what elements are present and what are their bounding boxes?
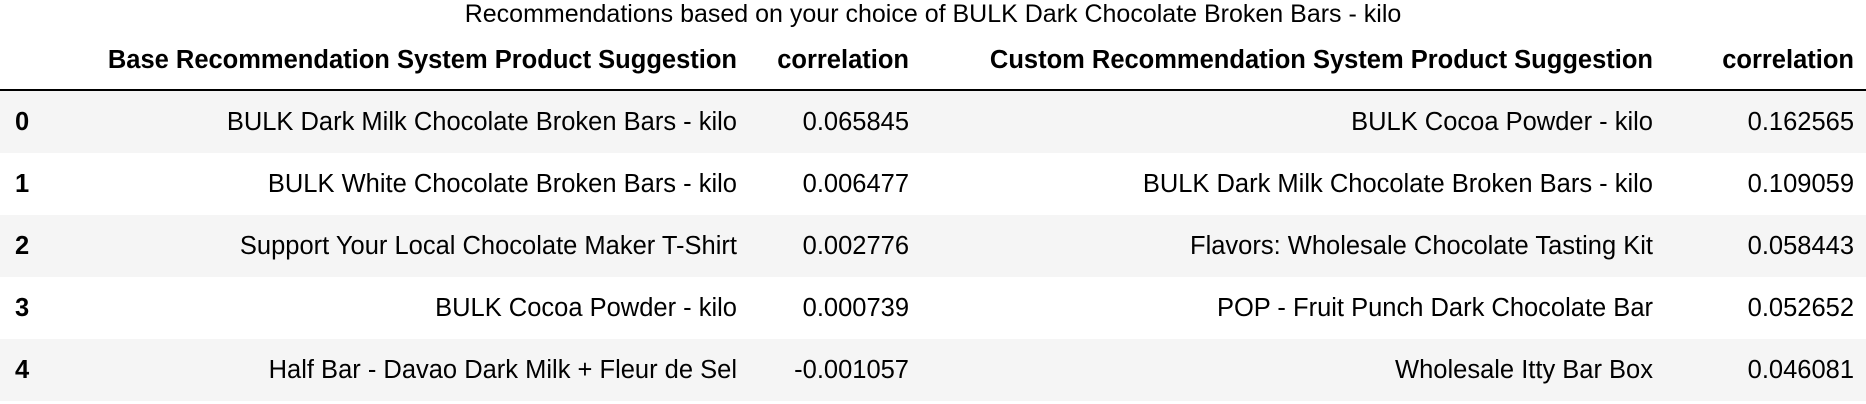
base-correlation-cell: 0.000739: [802, 293, 909, 322]
base-correlation-cell: 0.002776: [802, 231, 909, 260]
base-suggestion-header: Base Recommendation System Product Sugge…: [45, 31, 750, 91]
table-row: 4 Half Bar - Davao Dark Milk + Fleur de …: [0, 339, 1866, 401]
table-row: 1 BULK White Chocolate Broken Bars - kil…: [0, 153, 1866, 215]
table-header-row: Base Recommendation System Product Sugge…: [0, 31, 1866, 91]
table-row: 3 BULK Cocoa Powder - kilo 0.000739 POP …: [0, 277, 1866, 339]
table-caption: Recommendations based on your choice of …: [464, 0, 1402, 28]
base-suggestion-cell: Support Your Local Chocolate Maker T-Shi…: [239, 231, 737, 260]
base-suggestion-cell: Half Bar - Davao Dark Milk + Fleur de Se…: [268, 355, 737, 384]
base-suggestion-cell: BULK Cocoa Powder - kilo: [435, 293, 737, 322]
custom-correlation-cell: 0.162565: [1747, 107, 1854, 136]
row-index: 1: [15, 169, 30, 198]
index-header: [0, 31, 45, 91]
row-index: 0: [15, 107, 30, 136]
table-row: 0 BULK Dark Milk Chocolate Broken Bars -…: [0, 90, 1866, 153]
base-correlation-header: correlation: [750, 31, 921, 91]
base-suggestion-cell: BULK Dark Milk Chocolate Broken Bars - k…: [226, 107, 737, 136]
custom-suggestion-header: Custom Recommendation System Product Sug…: [921, 31, 1677, 91]
base-correlation-cell: 0.006477: [802, 169, 909, 198]
custom-suggestion-cell: POP - Fruit Punch Dark Chocolate Bar: [1216, 293, 1653, 322]
custom-suggestion-cell: Flavors: Wholesale Chocolate Tasting Kit: [1190, 231, 1653, 260]
custom-correlation-cell: 0.052652: [1747, 293, 1854, 322]
custom-correlation-cell: 0.046081: [1747, 355, 1854, 384]
custom-suggestion-cell: BULK Dark Milk Chocolate Broken Bars - k…: [1142, 169, 1653, 198]
custom-suggestion-cell: Wholesale Itty Bar Box: [1395, 355, 1653, 384]
custom-correlation-cell: 0.058443: [1747, 231, 1854, 260]
recommendations-table: Base Recommendation System Product Sugge…: [0, 31, 1866, 401]
table-row: 2 Support Your Local Chocolate Maker T-S…: [0, 215, 1866, 277]
base-suggestion-cell: BULK White Chocolate Broken Bars - kilo: [267, 169, 737, 198]
base-correlation-cell: -0.001057: [794, 355, 909, 384]
row-index: 2: [15, 231, 30, 260]
row-index: 3: [15, 293, 30, 322]
custom-correlation-cell: 0.109059: [1747, 169, 1854, 198]
base-correlation-cell: 0.065845: [802, 107, 909, 136]
custom-correlation-header: correlation: [1677, 31, 1866, 91]
row-index: 4: [15, 355, 30, 384]
custom-suggestion-cell: BULK Cocoa Powder - kilo: [1351, 107, 1653, 136]
